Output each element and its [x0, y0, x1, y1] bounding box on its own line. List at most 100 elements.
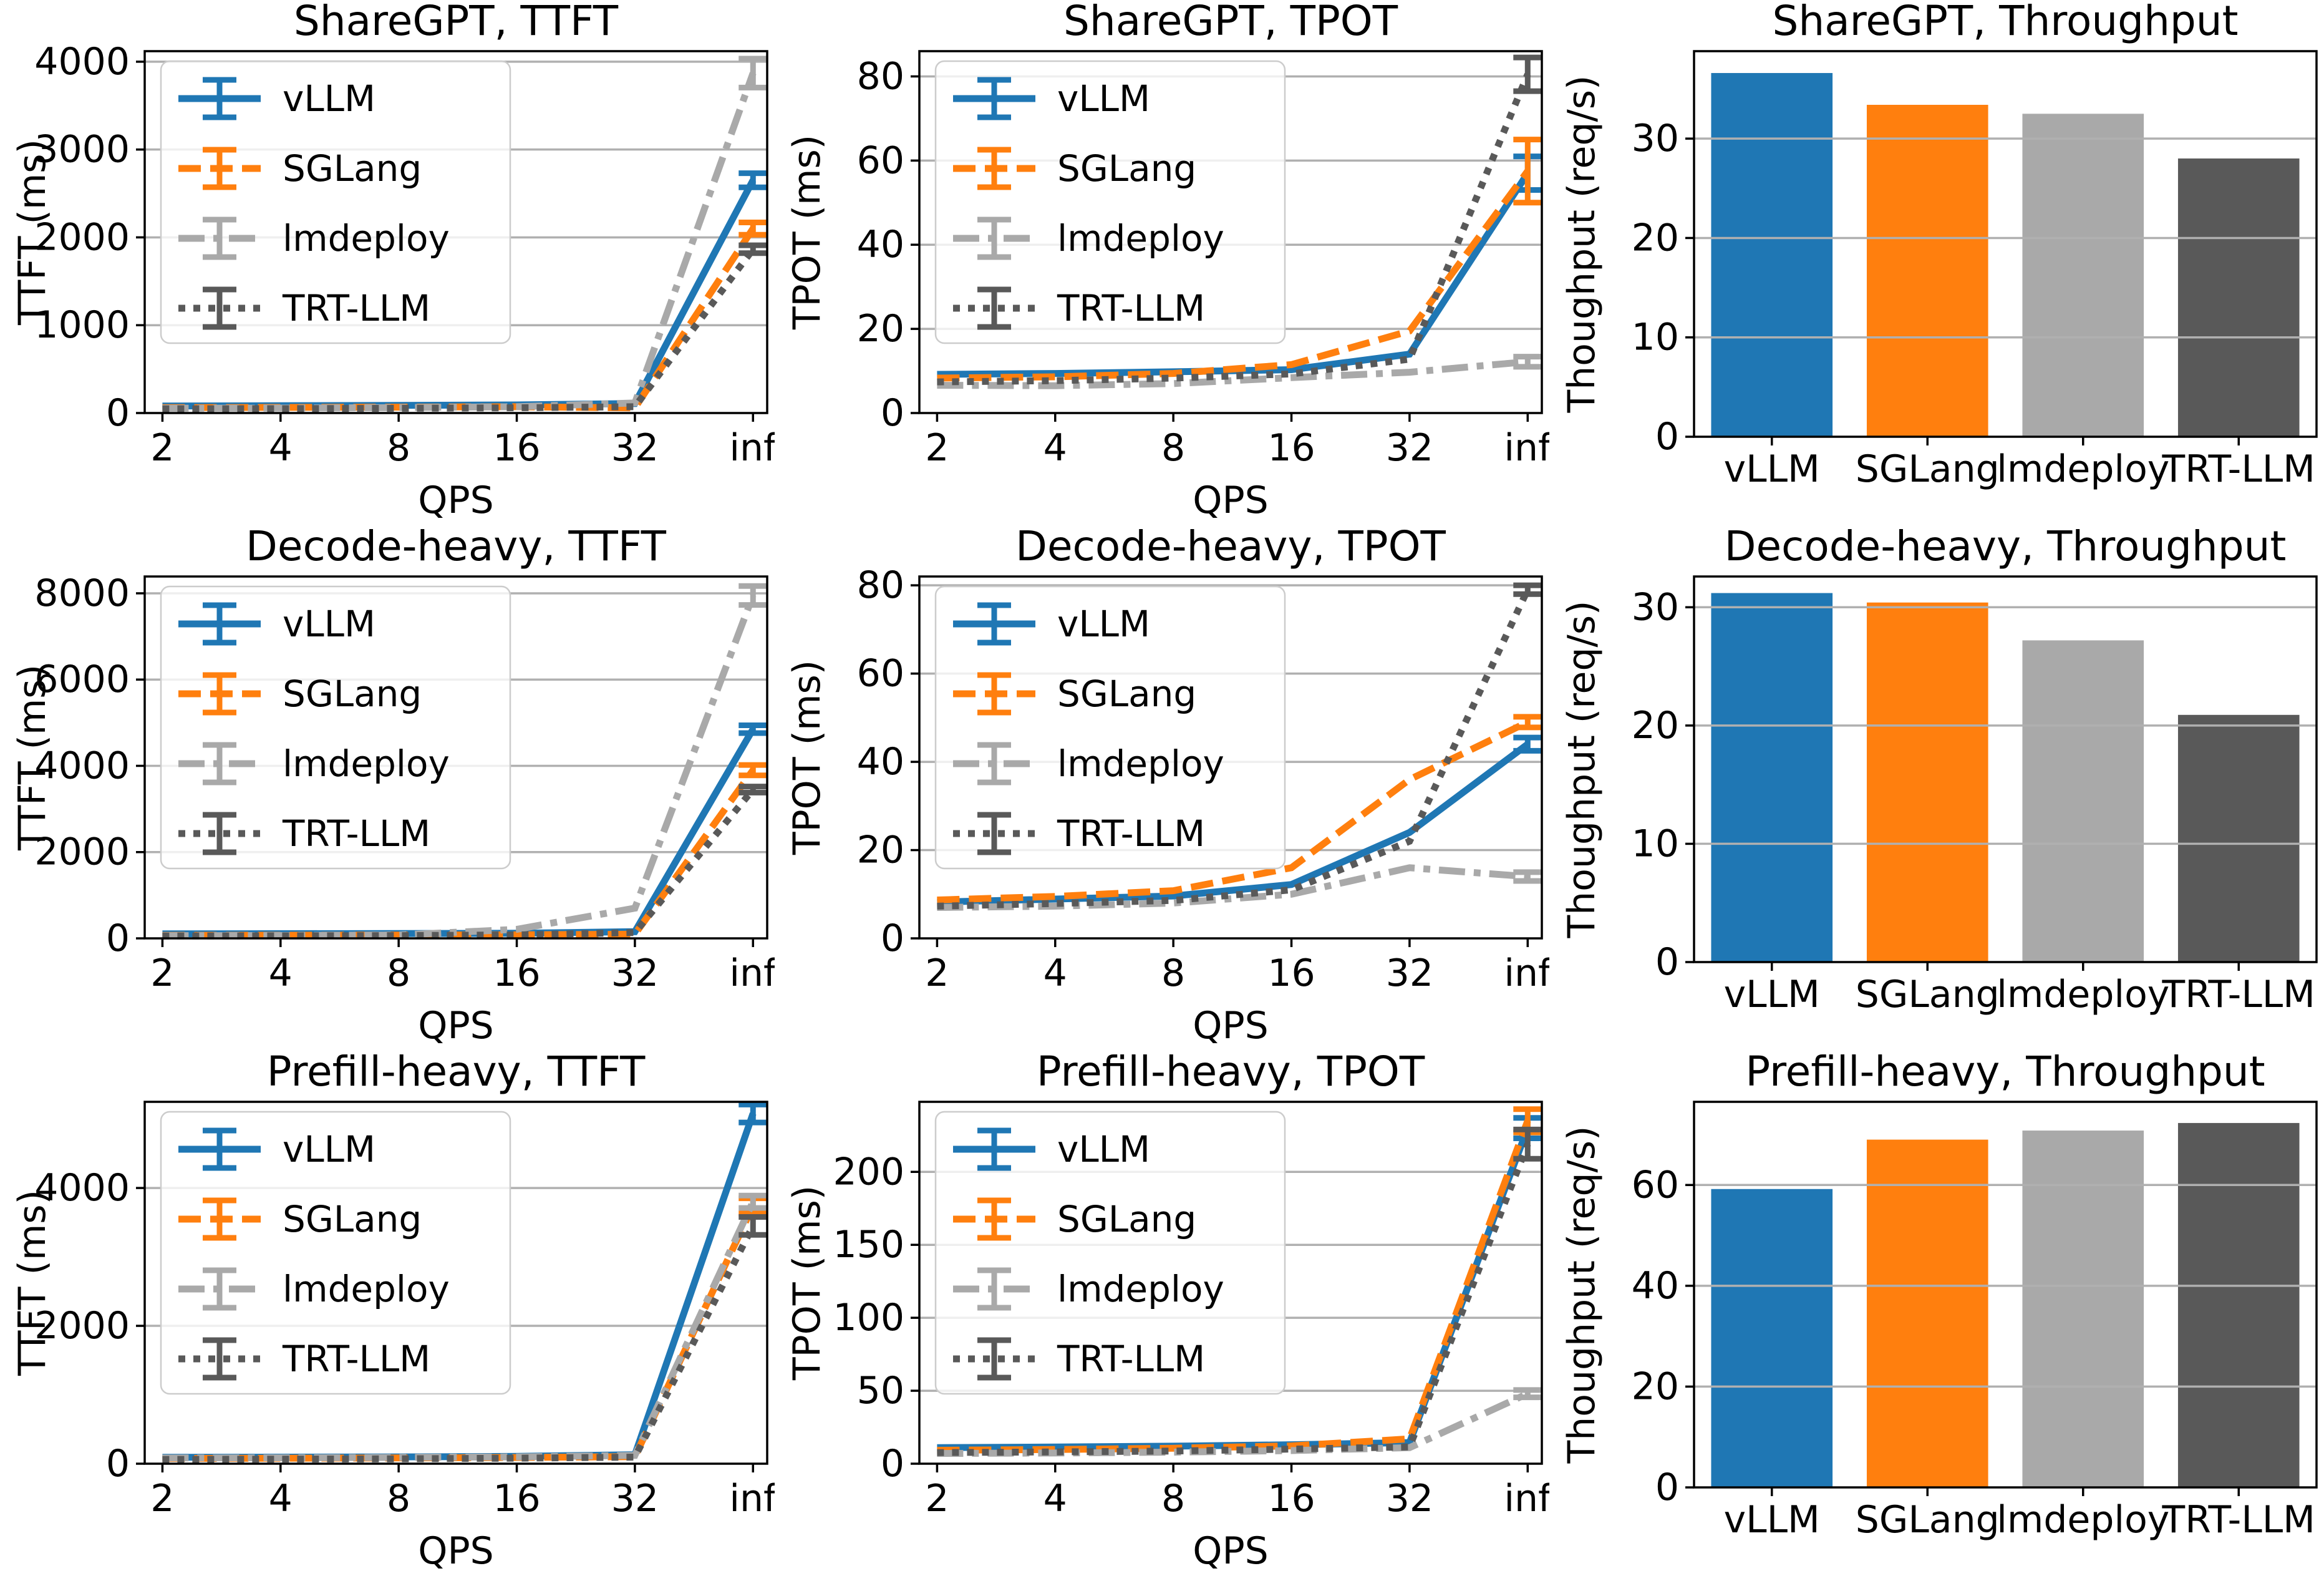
x-tick-label: 2: [925, 1477, 949, 1520]
chart-decode-heavy-tpot: 0 20 40 60 80 Decode-heavy, TPOT TPOT (ms) 2 4 8 1…: [785, 525, 1549, 1048]
x-category-label: vLLM: [1724, 973, 1820, 1016]
bar-lmdeploy: [2022, 640, 2144, 962]
bar-vllm: [1711, 1189, 1833, 1487]
legend-label: SGLang: [1057, 1198, 1196, 1240]
y-tick-label: 100: [833, 1296, 904, 1340]
chart-title: Prefill-heavy, TPOT: [1037, 1051, 1425, 1096]
x-tick-label: 4: [1043, 951, 1067, 995]
bar-lmdeploy: [2022, 1131, 2144, 1487]
line-lmdeploy: [162, 594, 757, 940]
errorbar-lmdeploy: [1513, 354, 1542, 370]
line-lmdeploy: [937, 864, 1528, 911]
x-category-label: lmdeploy: [1997, 447, 2169, 491]
bar-trt-llm: [2177, 1122, 2300, 1487]
legend-label: lmdeploy: [283, 217, 450, 260]
line-sglang: [162, 226, 756, 412]
errorbar-vllm: [1513, 734, 1542, 754]
bar-trt-llm: [2177, 158, 2300, 437]
x-axis-label: QPS: [418, 1004, 494, 1048]
x-tick-label: 32: [611, 1477, 659, 1520]
y-tick-label: 1000: [34, 303, 130, 347]
legend-label: SGLang: [1057, 147, 1196, 190]
x-category-label: vLLM: [1724, 447, 1820, 491]
y-tick-label: 20: [857, 307, 904, 351]
legend-item-vllm: vLLM: [953, 77, 1150, 120]
chart-title: Prefill-heavy, Throughput: [1745, 1051, 2265, 1096]
legend-label: TRT-LLM: [1057, 1338, 1205, 1380]
legend: vLLM SGLang lmdeploy TRT-LLM: [934, 1111, 1286, 1395]
x-tick-label: 8: [387, 951, 410, 995]
chart-title: Decode-heavy, TPOT: [1015, 525, 1446, 570]
chart-cell-decode-heavy-ttft: 0 2000 4000 6000 8000 Decode-heavy, TTFT TTFT …: [0, 525, 775, 1051]
x-tick-label: inf: [729, 951, 775, 995]
legend-label: TRT-LLM: [282, 287, 430, 329]
chart-cell-sharegpt-ttft: 0 1000 2000 3000 4000 ShareGPT, TTFT TTFT (ms)…: [0, 0, 775, 525]
chart-cell-decode-heavy-throughput: 0 10 20 30 Decode-heavy, Throughput Thoughput…: [1549, 525, 2324, 1051]
x-category-label: TRT-LLM: [2162, 1498, 2315, 1542]
x-category-label: TRT-LLM: [2162, 447, 2315, 491]
y-tick-label: 60: [857, 652, 904, 696]
x-tick-label: 8: [387, 1477, 410, 1520]
bar-sglang: [1866, 602, 1988, 962]
bar-lmdeploy: [2022, 114, 2144, 437]
axes-spine: [143, 1101, 768, 1465]
x-tick-label: 32: [611, 951, 659, 995]
axes-spine: [918, 1101, 1543, 1465]
y-tick-label: 60: [1632, 1163, 1679, 1207]
errorbar-sglang: [738, 220, 768, 238]
errorbar-sglang: [1513, 714, 1542, 731]
errorbar-trt-llm: [1513, 582, 1542, 597]
x-tick-label: 8: [387, 426, 410, 470]
x-tick-label: inf: [1504, 1477, 1549, 1520]
legend-label: lmdeploy: [1057, 742, 1224, 785]
chart-title: ShareGPT, TTFT: [294, 0, 619, 45]
y-axis-label: TTFT (ms): [11, 664, 54, 851]
line-lmdeploy: [937, 358, 1528, 389]
y-tick-label: 0: [1655, 415, 1679, 459]
bar-trt-llm: [2177, 714, 2300, 962]
line-trt-llm: [162, 1224, 757, 1463]
legend: vLLM SGLang lmdeploy TRT-LLM: [160, 585, 511, 870]
legend-box: [934, 1111, 1286, 1395]
x-category-label: SGLang: [1856, 973, 2000, 1016]
legend-label: lmdeploy: [1057, 217, 1224, 260]
legend-box: [160, 1111, 511, 1395]
chart-title: Decode-heavy, TTFT: [246, 525, 667, 570]
x-tick-label: 4: [269, 951, 293, 995]
legend-item-trt-llm: TRT-LLM: [178, 812, 430, 855]
y-axis-label: TPOT (ms): [785, 1185, 829, 1381]
chart-title: ShareGPT, Throughput: [1772, 0, 2238, 45]
legend: vLLM SGLang lmdeploy TRT-LLM: [934, 60, 1286, 344]
y-tick-label: 4000: [34, 1166, 130, 1210]
legend-item-sglang: SGLang: [953, 672, 1196, 716]
y-tick-label: 50: [857, 1369, 904, 1413]
legend-box: [934, 60, 1286, 344]
x-tick-label: 2: [150, 1477, 174, 1520]
errorbar-trt-llm: [1513, 54, 1542, 94]
x-tick-label: 32: [1386, 1477, 1433, 1520]
legend-label: lmdeploy: [1057, 1268, 1224, 1310]
x-tick-label: 8: [1161, 426, 1185, 470]
x-tick-label: 4: [1043, 426, 1067, 470]
y-tick-label: 0: [106, 391, 130, 435]
y-tick-label: 4000: [34, 744, 130, 787]
legend-item-sglang: SGLang: [178, 147, 422, 190]
x-category-label: SGLang: [1856, 1498, 2000, 1542]
legend-item-vllm: vLLM: [178, 77, 375, 120]
legend-label: SGLang: [1057, 673, 1196, 715]
y-axis-label: Thoughput (req/s): [1560, 1126, 1604, 1464]
line-sglang: [937, 168, 1531, 382]
legend-label: lmdeploy: [283, 742, 450, 785]
errorbar-lmdeploy: [1513, 1387, 1542, 1401]
legend-item-sglang: SGLang: [178, 1197, 422, 1241]
chart-prefill-heavy-throughput: 0 20 40 60 Prefill-heavy, Throughput Thoughpu…: [1560, 1051, 2318, 1542]
y-axis-label: TPOT (ms): [785, 660, 829, 855]
legend: vLLM SGLang lmdeploy TRT-LLM: [160, 1111, 511, 1395]
chart-cell-sharegpt-tpot: 0 20 40 60 80 ShareGPT, TPOT TPOT (ms) 2 4 8 16 32 i…: [775, 0, 1549, 525]
errorbar-lmdeploy: [738, 56, 768, 90]
axes-spine: [1693, 1101, 2318, 1489]
y-tick-label: 0: [106, 917, 130, 960]
y-tick-label: 60: [857, 139, 904, 182]
errorbar-vllm: [738, 1101, 768, 1126]
x-tick-label: 4: [269, 426, 293, 470]
